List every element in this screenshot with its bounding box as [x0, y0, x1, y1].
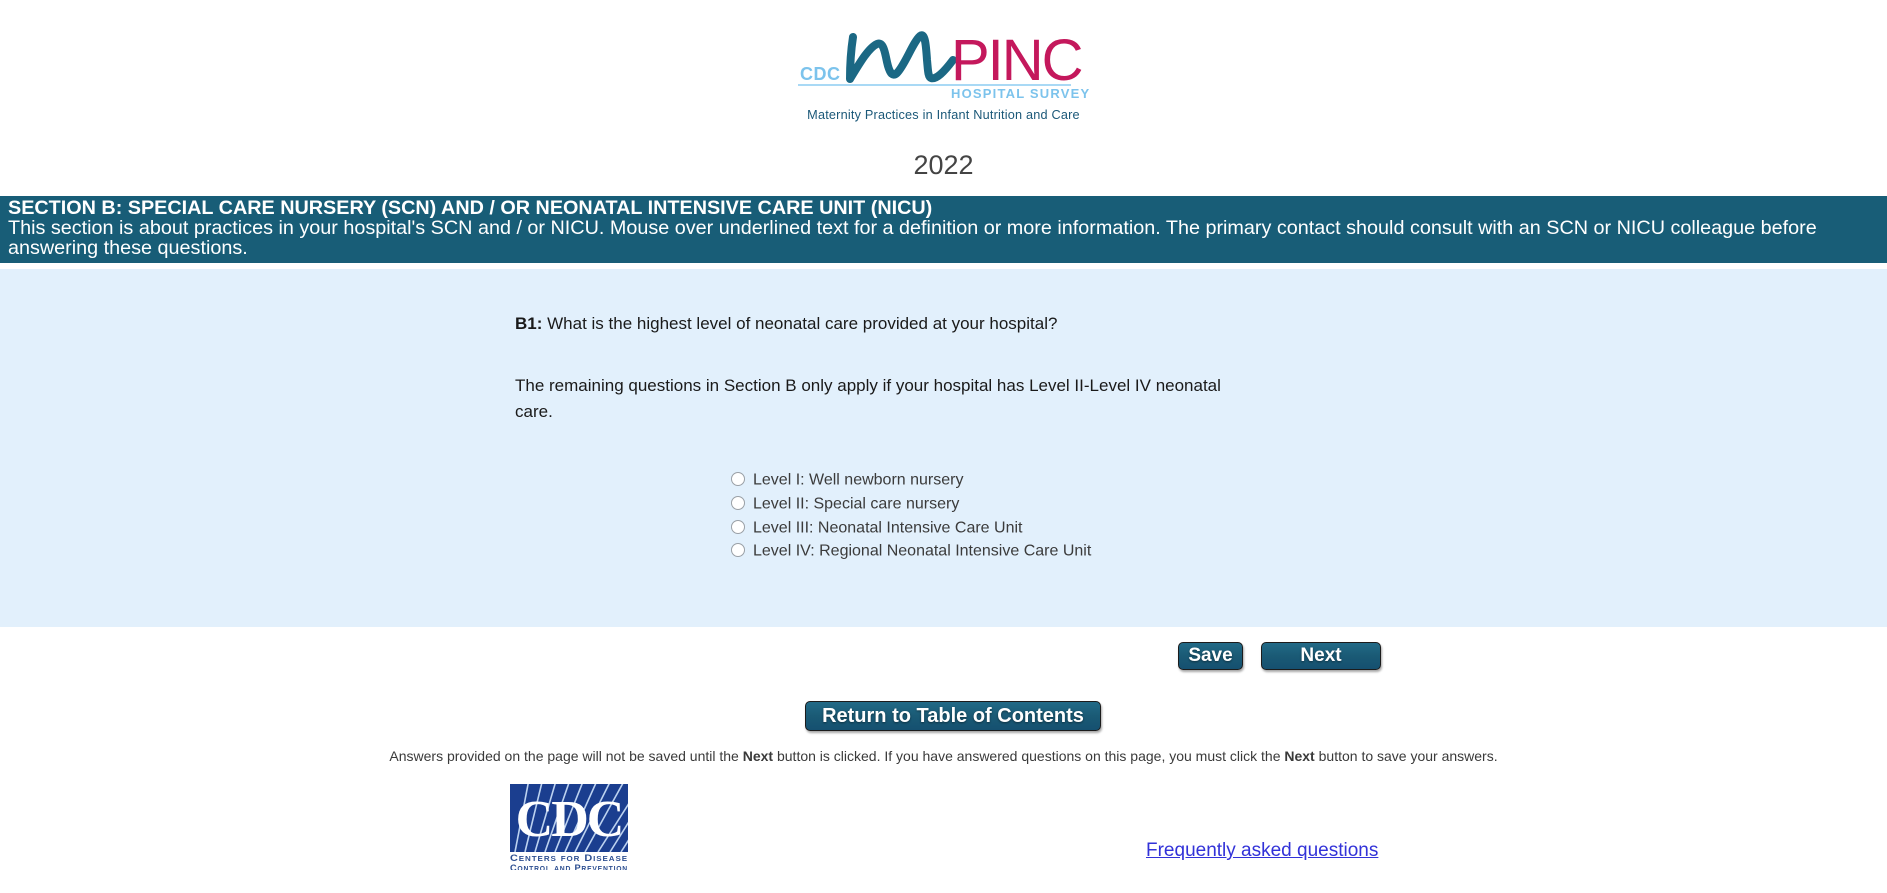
- svg-text:Control and Prevention: Control and Prevention: [510, 863, 628, 870]
- svg-text:PINC: PINC: [951, 28, 1082, 93]
- svg-text:CDC: CDC: [516, 791, 623, 848]
- svg-text:HOSPITAL SURVEY: HOSPITAL SURVEY: [951, 86, 1090, 101]
- svg-text:CDC: CDC: [800, 64, 841, 84]
